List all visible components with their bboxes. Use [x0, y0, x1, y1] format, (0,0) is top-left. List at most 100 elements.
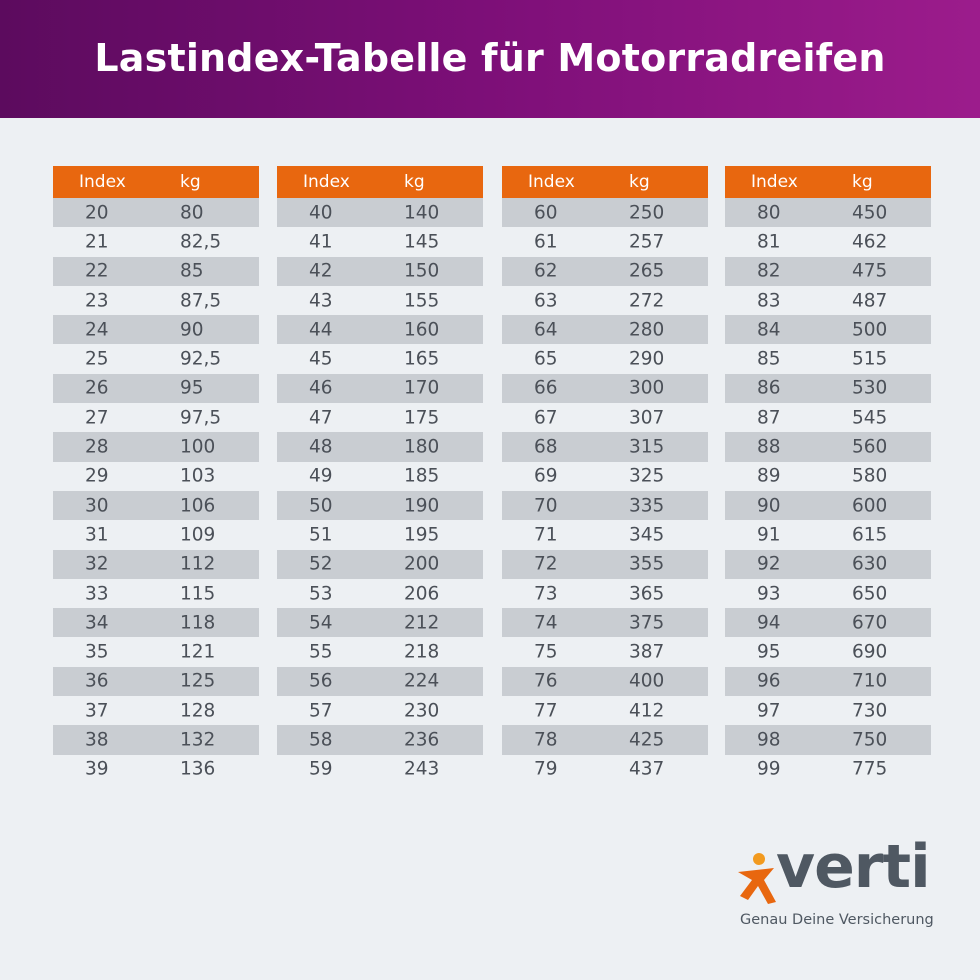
table-row: 40 140 [277, 198, 483, 228]
index-cell: 98 [757, 729, 781, 751]
table-row: 54 212 [277, 608, 483, 638]
table-row: 67 307 [502, 403, 708, 432]
index-cell: 28 [85, 436, 109, 458]
kg-cell: 462 [852, 231, 888, 253]
kg-cell: 450 [852, 202, 888, 224]
kg-cell: 300 [629, 377, 665, 399]
table-row: 42 150 [277, 256, 483, 286]
kg-cell: 87,5 [180, 290, 222, 312]
table-row: 52 200 [277, 549, 483, 579]
index-cell: 39 [85, 758, 109, 780]
index-cell: 25 [85, 348, 109, 370]
table-row: 45 165 [277, 344, 483, 373]
index-cell: 47 [309, 407, 333, 429]
table-row: 83 487 [725, 286, 931, 315]
table-row: 26 95 [53, 373, 259, 404]
index-cell: 89 [757, 465, 781, 487]
kg-cell: 236 [404, 729, 440, 751]
kg-cell: 115 [180, 583, 216, 604]
index-cell: 46 [309, 377, 333, 399]
table-row: 74 375 [502, 608, 708, 638]
index-cell: 34 [85, 612, 109, 634]
column-header: kg [629, 172, 650, 192]
index-cell: 38 [85, 729, 109, 751]
kg-cell: 224 [404, 670, 440, 692]
kg-cell: 710 [852, 670, 888, 692]
kg-cell: 530 [852, 377, 888, 399]
kg-cell: 185 [404, 465, 440, 487]
kg-cell: 387 [629, 641, 665, 663]
table-row: 91 615 [725, 520, 931, 549]
table-row: 79 437 [502, 755, 708, 784]
table-header: Index kg [502, 166, 708, 198]
kg-cell: 160 [404, 319, 440, 341]
index-cell: 23 [85, 290, 109, 312]
table-row: 96 710 [725, 666, 931, 697]
table-row: 99 775 [725, 755, 931, 784]
table-row: 63 272 [502, 286, 708, 315]
kg-cell: 500 [852, 319, 888, 341]
table-row: 36 125 [53, 666, 259, 697]
logo: verti Genau Deine Versicherung [734, 832, 934, 938]
index-cell: 71 [534, 524, 558, 546]
index-cell: 72 [534, 553, 558, 575]
kg-cell: 307 [629, 407, 665, 429]
index-cell: 31 [85, 524, 109, 546]
table-row: 95 690 [725, 637, 931, 666]
kg-cell: 200 [404, 553, 440, 575]
table-row: 60 250 [502, 198, 708, 228]
table-row: 72 355 [502, 549, 708, 579]
kg-cell: 615 [852, 524, 888, 546]
kg-cell: 170 [404, 377, 440, 399]
index-cell: 49 [309, 465, 333, 487]
kg-cell: 355 [629, 553, 665, 575]
index-cell: 77 [534, 700, 558, 722]
index-cell: 21 [85, 231, 109, 253]
kg-cell: 265 [629, 260, 665, 282]
table-row: 29 103 [53, 462, 259, 491]
kg-cell: 630 [852, 553, 888, 575]
table-header: Index kg [725, 166, 931, 198]
logo-brand: verti [776, 832, 931, 902]
kg-cell: 118 [180, 612, 216, 634]
index-cell: 42 [309, 260, 333, 282]
kg-cell: 190 [404, 495, 440, 517]
table-row: 97 730 [725, 696, 931, 725]
kg-cell: 195 [404, 524, 440, 546]
kg-cell: 132 [180, 729, 216, 751]
index-cell: 97 [757, 700, 781, 722]
index-cell: 74 [534, 612, 558, 634]
kg-cell: 112 [180, 553, 216, 575]
index-cell: 70 [534, 495, 558, 517]
column-header: Index [303, 172, 350, 192]
kg-cell: 128 [180, 700, 216, 722]
table-row: 82 475 [725, 256, 931, 286]
table-row: 68 315 [502, 432, 708, 462]
kg-cell: 140 [404, 202, 440, 224]
index-cell: 22 [85, 260, 109, 282]
table-row: 76 400 [502, 666, 708, 697]
index-cell: 61 [534, 231, 558, 253]
table-row: 50 190 [277, 490, 483, 521]
kg-cell: 690 [852, 641, 888, 663]
table-row: 90 600 [725, 490, 931, 521]
kg-cell: 150 [404, 260, 440, 282]
kg-cell: 280 [629, 319, 665, 341]
table-row: 44 160 [277, 315, 483, 345]
kg-cell: 218 [404, 641, 440, 663]
table-row: 31 109 [53, 520, 259, 549]
kg-cell: 325 [629, 465, 665, 487]
index-cell: 78 [534, 729, 558, 751]
kg-cell: 92,5 [180, 348, 222, 370]
index-cell: 35 [85, 641, 109, 663]
index-cell: 59 [309, 758, 333, 780]
table-row: 87 545 [725, 403, 931, 432]
index-cell: 48 [309, 436, 333, 458]
index-cell: 54 [309, 612, 333, 634]
kg-cell: 437 [629, 758, 665, 780]
index-cell: 88 [757, 436, 781, 458]
kg-cell: 750 [852, 729, 888, 751]
index-cell: 20 [85, 202, 109, 224]
index-cell: 30 [85, 495, 109, 517]
kg-cell: 106 [180, 495, 216, 517]
